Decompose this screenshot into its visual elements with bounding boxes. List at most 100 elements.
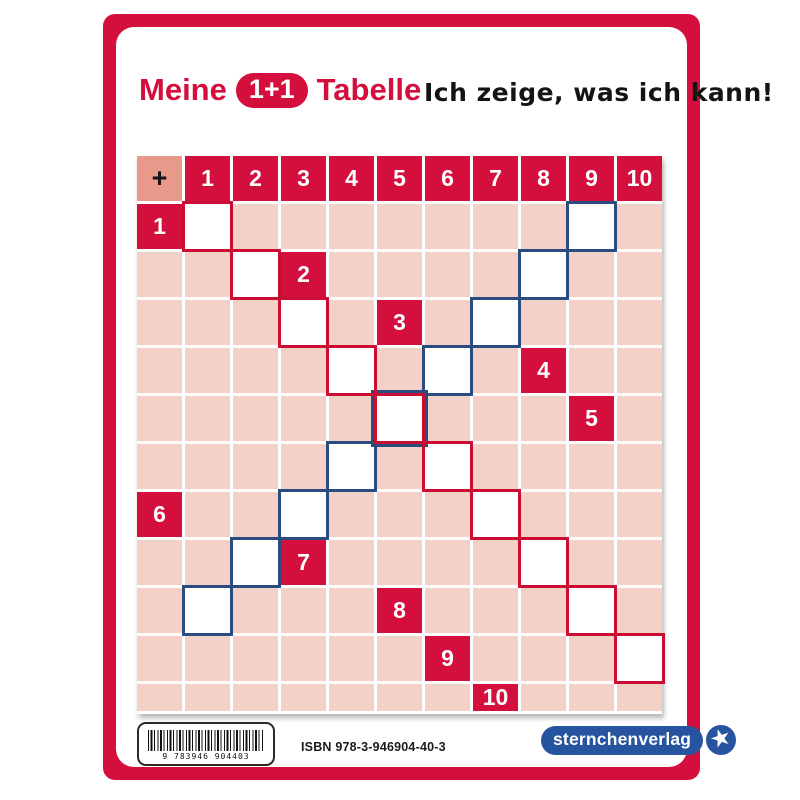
sum-cell-8-7: [233, 636, 278, 681]
sum-cell-2-2: [377, 252, 422, 297]
sum-cell-4-8: [425, 396, 470, 441]
sum-cell-5-5: [281, 444, 326, 489]
sum-cell-3-7: [233, 348, 278, 393]
sum-cell-10-1: [521, 684, 566, 711]
barcode: 9 783946 904403: [137, 722, 275, 766]
red-highlight-box-8-8: [518, 537, 569, 588]
sum-cell-2-3: [425, 252, 470, 297]
sum-cell-7-6: [617, 540, 662, 585]
row-header-6: 6: [137, 492, 182, 537]
row-header-4: 4: [521, 348, 566, 393]
red-highlight-box-5-5: [374, 393, 425, 444]
column-header-4: 4: [329, 156, 374, 201]
operator-cell: +: [137, 156, 182, 201]
sum-cell-6-4: [377, 492, 422, 537]
sum-cell-8-9: [329, 636, 374, 681]
sum-cell-5-3: [185, 444, 230, 489]
addition-table: +1 2 3 4 5 6 7 8 9 10 1 2 3 4 5 6 7 8 9 10: [137, 156, 665, 714]
column-header-9: 9: [569, 156, 614, 201]
red-highlight-box-4-4: [326, 345, 377, 396]
sum-cell-6-3: [329, 492, 374, 537]
sum-cell-2-7: [137, 300, 182, 345]
publisher-name: sternchenverlag: [541, 725, 704, 755]
sum-cell-6-7: [569, 492, 614, 537]
sum-cell-5-1: [617, 396, 662, 441]
sum-cell-1-2: [281, 204, 326, 249]
sum-cell-6-1: [185, 492, 230, 537]
red-highlight-box-3-3: [278, 297, 329, 348]
sum-cell-3-4: [617, 300, 662, 345]
sum-cell-8-10: [377, 636, 422, 681]
sum-cell-9-2: [521, 636, 566, 681]
sum-cell-7-1: [329, 540, 374, 585]
sum-cell-4-9: [473, 396, 518, 441]
star-icon: ★: [706, 722, 736, 755]
sum-cell-3-3: [569, 300, 614, 345]
sum-cell-4-10: [521, 396, 566, 441]
sum-cell-7-9: [281, 588, 326, 633]
sum-cell-3-2: [521, 300, 566, 345]
sum-cell-9-5: [185, 684, 230, 711]
blue-highlight-box-6-4: [326, 441, 377, 492]
column-header-7: 7: [473, 156, 518, 201]
sum-cell-5-9: [569, 444, 614, 489]
sum-cell-8-2: [473, 588, 518, 633]
row-header-8: 8: [377, 588, 422, 633]
sum-cell-6-8: [617, 492, 662, 537]
sum-cell-4-7: [329, 396, 374, 441]
row-header-9: 9: [425, 636, 470, 681]
column-header-3: 3: [281, 156, 326, 201]
sum-cell-8-4: [617, 588, 662, 633]
publisher-logo: sternchenverlag ★: [541, 722, 737, 755]
sum-cell-7-8: [233, 588, 278, 633]
sum-cell-1-5: [425, 204, 470, 249]
sum-cell-8-5: [137, 636, 182, 681]
blue-highlight-box-7-3: [278, 489, 329, 540]
red-highlight-box-9-9: [566, 585, 617, 636]
sum-cell-1-7: [521, 204, 566, 249]
sum-cell-7-10: [329, 588, 374, 633]
sum-cell-1-1: [233, 204, 278, 249]
column-header-1: 1: [185, 156, 230, 201]
sum-cell-1-9: [137, 252, 182, 297]
sum-cell-9-1: [473, 636, 518, 681]
sum-cell-3-5: [137, 348, 182, 393]
sum-cell-2-6: [617, 252, 662, 297]
sum-cell-7-2: [377, 540, 422, 585]
sum-cell-2-10: [329, 300, 374, 345]
title-word-after: Tabelle: [316, 72, 422, 107]
sum-cell-4-4: [185, 396, 230, 441]
sum-cell-9-7: [281, 684, 326, 711]
sum-cell-5-7: [473, 444, 518, 489]
sum-cell-4-5: [233, 396, 278, 441]
sum-cell-9-4: [137, 684, 182, 711]
blue-highlight-box-4-6: [422, 345, 473, 396]
sum-cell-2-1: [329, 252, 374, 297]
sum-cell-4-2: [617, 348, 662, 393]
sum-cell-2-8: [185, 300, 230, 345]
blue-highlight-box-8-2: [230, 537, 281, 588]
column-header-6: 6: [425, 156, 470, 201]
sum-cell-10-2: [569, 684, 614, 711]
sum-cell-7-3: [425, 540, 470, 585]
red-highlight-box-6-6: [422, 441, 473, 492]
sum-cell-4-3: [137, 396, 182, 441]
column-header-5: 5: [377, 156, 422, 201]
title-badge-1plus1: 1+1: [235, 72, 308, 108]
blue-highlight-box-5-5: [371, 390, 428, 447]
barcode-digits: 9 783946 904403: [162, 751, 250, 761]
sum-cell-8-6: [185, 636, 230, 681]
sum-cell-7-7: [137, 588, 182, 633]
sum-cell-2-4: [473, 252, 518, 297]
red-highlight-box-10-10: [614, 633, 665, 684]
red-highlight-box-7-7: [470, 489, 521, 540]
sum-cell-3-8: [281, 348, 326, 393]
sum-cell-10-3: [617, 684, 662, 711]
row-header-10: 10: [473, 684, 518, 711]
sum-cell-6-5: [425, 492, 470, 537]
blue-highlight-box-1-9: [566, 201, 617, 252]
sum-cell-1-6: [473, 204, 518, 249]
isbn-text: ISBN 978-3-946904-40-3: [301, 740, 446, 754]
sum-cell-6-6: [521, 492, 566, 537]
sum-cell-3-10: [473, 348, 518, 393]
